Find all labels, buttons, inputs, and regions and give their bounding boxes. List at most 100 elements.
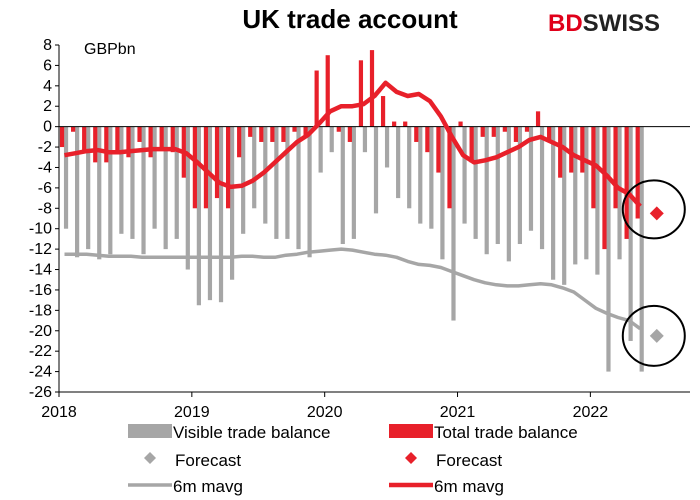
x-tick-label: 2020 xyxy=(307,404,343,421)
total-trade-bar xyxy=(436,126,441,173)
highlight-circle xyxy=(621,304,686,367)
total-trade-bar xyxy=(380,96,386,127)
total-trade-bar xyxy=(115,126,120,153)
total-trade-bar xyxy=(148,126,153,158)
total-trade-bar xyxy=(237,126,242,158)
y-tick-label: 8 xyxy=(43,37,52,54)
total-trade-bar xyxy=(569,126,574,173)
visible-trade-bar xyxy=(130,126,135,239)
visible-trade-bar xyxy=(307,126,312,258)
visible-trade-bar xyxy=(418,126,423,224)
total-trade-bar xyxy=(170,126,175,153)
total-trade-bar xyxy=(502,126,507,132)
total-6m-mavg-line xyxy=(64,80,642,208)
y-tick-label: -20 xyxy=(29,323,52,340)
visible-trade-bar xyxy=(584,126,589,260)
visible-trade-bar xyxy=(296,126,301,250)
total-trade-bar xyxy=(336,126,341,132)
y-tick-label: -8 xyxy=(38,200,52,217)
visible-trade-bar xyxy=(63,126,69,229)
visible-trade-bar xyxy=(97,126,102,260)
visible-trade-bar xyxy=(351,126,356,239)
visible-trade-bar xyxy=(528,126,534,231)
total-trade-bar xyxy=(580,126,585,173)
total-trade-bar xyxy=(93,126,98,163)
visible-trade-bar xyxy=(362,126,368,153)
x-tick-label: 2022 xyxy=(573,404,609,421)
visible-trade-bar xyxy=(119,126,124,234)
legend-swatch-diamond xyxy=(144,452,156,464)
y-tick-label: -24 xyxy=(29,364,52,381)
x-tick-label: 2021 xyxy=(440,404,476,421)
total-trade-bar xyxy=(535,111,541,127)
y-tick-label: -6 xyxy=(38,180,52,197)
total-trade-bar xyxy=(369,50,375,127)
visible-forecast-point xyxy=(649,328,664,343)
total-trade-bar xyxy=(524,126,530,132)
x-tick-label: 2018 xyxy=(41,404,77,421)
visible-trade-bar xyxy=(174,126,179,239)
total-trade-bar xyxy=(458,121,463,127)
total-trade-bar xyxy=(214,126,220,199)
legend-swatch-bar xyxy=(128,424,172,438)
y-tick-label: -10 xyxy=(29,221,52,238)
visible-trade-bar xyxy=(506,126,511,262)
visible-trade-bar xyxy=(440,126,445,260)
y-tick-label: -2 xyxy=(38,139,52,156)
visible-trade-bar xyxy=(207,126,213,301)
total-trade-bar xyxy=(104,126,109,163)
visible-trade-bar xyxy=(551,126,556,280)
total-trade-bar xyxy=(225,126,231,209)
legend-swatch-diamond xyxy=(405,452,417,464)
y-tick-label: 6 xyxy=(43,57,52,74)
visible-trade-bar xyxy=(396,126,401,199)
visible-trade-bar xyxy=(451,126,456,321)
visible-trade-bar xyxy=(241,126,246,234)
visible-trade-bar xyxy=(606,126,611,372)
total-trade-bar xyxy=(425,126,430,153)
total-trade-bar xyxy=(71,126,76,132)
total-trade-bar xyxy=(602,126,607,250)
visible-trade-bar xyxy=(384,126,390,168)
total-trade-bar xyxy=(624,126,629,239)
total-trade-bar xyxy=(159,126,164,148)
legend-label: Visible trade balance xyxy=(173,423,331,442)
total-trade-bar xyxy=(192,126,197,209)
total-trade-bar xyxy=(292,126,297,132)
chart-title: UK trade account xyxy=(242,4,458,34)
visible-trade-bar xyxy=(318,126,323,173)
y-tick-label: 4 xyxy=(43,78,52,95)
visible-trade-bar xyxy=(108,126,113,255)
total-trade-bar xyxy=(591,126,596,209)
total-trade-bar xyxy=(347,126,352,142)
visible-trade-bar xyxy=(218,126,224,303)
y-tick-label: -4 xyxy=(38,159,52,176)
visible-trade-bar xyxy=(329,126,334,153)
y-tick-label: 0 xyxy=(43,119,52,136)
total-trade-bar xyxy=(513,126,519,142)
total-trade-bar xyxy=(314,70,319,127)
total-trade-bar xyxy=(547,126,552,142)
total-trade-bar xyxy=(281,126,286,142)
y-tick-label: -16 xyxy=(29,282,52,299)
total-trade-bar xyxy=(414,126,419,142)
total-trade-bar xyxy=(358,60,364,127)
legend-swatch-bar xyxy=(389,424,433,438)
visible-trade-bar xyxy=(617,126,622,260)
total-trade-bar xyxy=(82,126,87,153)
visible-trade-bar xyxy=(252,126,257,209)
logo-text-dark: SWISS xyxy=(582,10,660,37)
visible-trade-bar xyxy=(473,126,478,239)
visible-trade-bar xyxy=(285,126,290,239)
visible-trade-bar xyxy=(263,126,268,224)
total-trade-bar xyxy=(558,126,563,178)
total-trade-bar xyxy=(613,126,618,209)
y-tick-label: -12 xyxy=(29,241,52,258)
total-trade-bar xyxy=(270,126,275,142)
visible-trade-bar xyxy=(573,126,578,265)
y-tick-label: -14 xyxy=(29,262,52,279)
unit-label: GBPbn xyxy=(84,41,136,58)
visible-trade-bar xyxy=(185,126,190,270)
total-trade-bar xyxy=(392,121,397,127)
